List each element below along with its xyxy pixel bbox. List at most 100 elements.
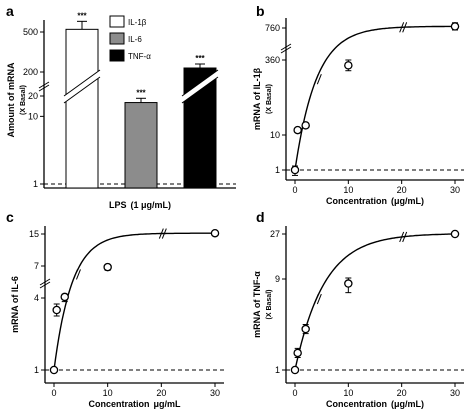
panel-a-legend-swatch — [109, 15, 125, 28]
panel-a-bar — [124, 102, 158, 189]
panel-a-bar-break-line — [63, 69, 101, 97]
panel-d-fit-curve — [294, 233, 455, 371]
panel-b-xtick-label: 20 — [397, 185, 407, 195]
panel-b: b 1 10 360 760 0 10 20 30 mRNA of IL-1β (X Basal) C… — [252, 3, 464, 206]
panel-d-ylabel: mRNA of TNF-α — [252, 271, 262, 338]
panel-c-ybreak-1 — [39, 278, 51, 286]
panel-a-bar-break — [64, 70, 100, 103]
panel-a-ylabel: Amount of mRNA — [6, 62, 16, 137]
panel-a-bar-break-line — [181, 76, 219, 104]
panel-a-xlabel-unit: (1 μg/mL) — [131, 200, 172, 210]
panel-c-ytick-label: 4 — [34, 293, 39, 303]
panel-a-letter: a — [6, 3, 14, 19]
panel-c-curve-break-2 — [161, 228, 167, 239]
panel-b-ytick-label: 760 — [265, 23, 280, 33]
panel-a-ybreak-1 — [38, 81, 50, 89]
panel-d-ytick-label: 27 — [270, 229, 280, 239]
panel-c-xtick-label: 0 — [51, 388, 56, 398]
panel-b-curve-break-2 — [402, 22, 408, 33]
panel-c-ytick-label: 7 — [34, 261, 39, 271]
panel-c-point — [52, 305, 61, 315]
panel-b-xlabel-text: Concentration — [326, 196, 387, 206]
panel-b-curve-break-1 — [399, 22, 405, 33]
panel-d-point — [301, 324, 310, 334]
panel-b-ybreak-1 — [280, 43, 292, 51]
panel-d-xtick-label: 30 — [450, 388, 460, 398]
panel-a-legend-swatch — [109, 32, 125, 45]
panel-a-legend-label: IL-6 — [128, 35, 142, 44]
panel-a-significance: *** — [195, 54, 205, 63]
panel-c-xlabel-unit: μg/mL — [154, 399, 182, 409]
panel-c-curve-break-1 — [73, 269, 78, 280]
panel-d-point — [344, 279, 353, 288]
panel-c-ylabel: mRNA of IL-6 — [10, 276, 20, 333]
panel-d-xtick-label: 20 — [397, 388, 407, 398]
panel-d-ytick-label: 9 — [275, 274, 280, 284]
panel-d-xtick-label: 0 — [292, 388, 297, 398]
panel-b-fit-curve — [294, 25, 455, 171]
panel-c-ytick-label: 1 — [34, 365, 39, 375]
panel-b-point — [293, 125, 302, 135]
panel-a-ybreak-2 — [38, 84, 50, 92]
panel-b-xtick-label: 10 — [343, 185, 353, 195]
panel-a-xlabel: LPS (1 μg/mL) — [109, 200, 171, 210]
panel-b-ytick-label: 10 — [270, 130, 280, 140]
panel-c-xlabel: Concentration μg/mL — [88, 399, 181, 409]
panel-d-curve-break-2 — [316, 293, 322, 305]
panel-d-curve-break-1 — [399, 231, 405, 243]
panel-d-xlabel: Concentration (μg/mL) — [326, 399, 424, 409]
panel-b-curve-break-2 — [316, 73, 322, 85]
panel-c-point — [210, 228, 220, 238]
panel-c-xtick-label: 10 — [103, 388, 113, 398]
panel-d-letter: d — [256, 209, 265, 225]
panel-a-ytick-label: 20 — [28, 91, 38, 101]
panel-d-point — [290, 365, 300, 375]
panel-d-ytick-label: 1 — [275, 365, 280, 375]
panel-b-point — [344, 61, 353, 70]
panel-b-ytick-label: 1 — [275, 165, 280, 175]
panel-a-bar-break-line — [63, 76, 101, 104]
panel-b-ylabel-sub: (X Basal) — [266, 84, 273, 114]
panel-c-ybreak-2 — [39, 281, 51, 289]
panel-a-legend-label: IL-1β — [128, 18, 147, 27]
panel-a-ytick-label: 200 — [23, 67, 38, 77]
panel-d-curve-break-1 — [313, 293, 319, 305]
panel-b-letter: b — [256, 3, 265, 19]
panel-d-xlabel-text: Concentration — [326, 399, 387, 409]
panel-c-ytick-label: 15 — [29, 229, 39, 239]
panel-a-significance: *** — [77, 11, 87, 20]
panel-c-point — [49, 365, 59, 375]
panel-d: d 1 9 27 0 10 20 30 mRNA of TNF-α (X Basal) Concen… — [252, 209, 464, 409]
panel-c-curve-break-2 — [76, 269, 81, 280]
panel-c-xtick-label: 20 — [156, 388, 166, 398]
panel-b-xtick-label: 0 — [292, 185, 297, 195]
panel-a-legend-swatch — [109, 49, 125, 62]
panel-c: c 1 4 7 15 0 10 20 30 mRNA of IL-6 Concentration μg… — [6, 209, 224, 409]
panel-a-bar-break-line — [181, 69, 219, 97]
panel-b-ytick-label: 360 — [265, 55, 280, 65]
panel-b-xlabel: Concentration (μg/mL) — [326, 196, 424, 206]
panel-a-bar — [65, 28, 99, 189]
panel-a-ytick-label: 1 — [33, 179, 38, 189]
panel-d-xtick-label: 10 — [343, 388, 353, 398]
panel-b-point — [290, 165, 300, 175]
panel-c-curve-break-1 — [158, 228, 164, 239]
panel-b-curve-break-1 — [313, 73, 319, 85]
panel-a-xlabel-text: LPS — [109, 200, 127, 210]
panel-b-point — [301, 121, 310, 130]
panel-a-bar-break — [182, 70, 218, 103]
panel-d-point — [450, 229, 460, 239]
panel-c-xlabel-text: Concentration — [88, 399, 149, 409]
panel-c-point — [103, 262, 112, 272]
panel-c-letter: c — [6, 209, 14, 225]
panel-a-ylabel-sub: (X Basal) — [20, 85, 27, 115]
panel-d-ylabel-sub: (X Basal) — [266, 290, 273, 320]
panel-a: a 1 10 20 200 500 Amount of mRNA (X Basal) *** **… — [6, 3, 236, 210]
panel-b-ybreak-2 — [280, 46, 292, 54]
panel-c-xtick-label: 30 — [210, 388, 220, 398]
panel-d-xlabel-unit: (μg/mL) — [391, 399, 424, 409]
panel-b-point — [450, 22, 460, 31]
panel-d-point — [293, 348, 302, 358]
panel-a-ytick-label: 500 — [23, 27, 38, 37]
